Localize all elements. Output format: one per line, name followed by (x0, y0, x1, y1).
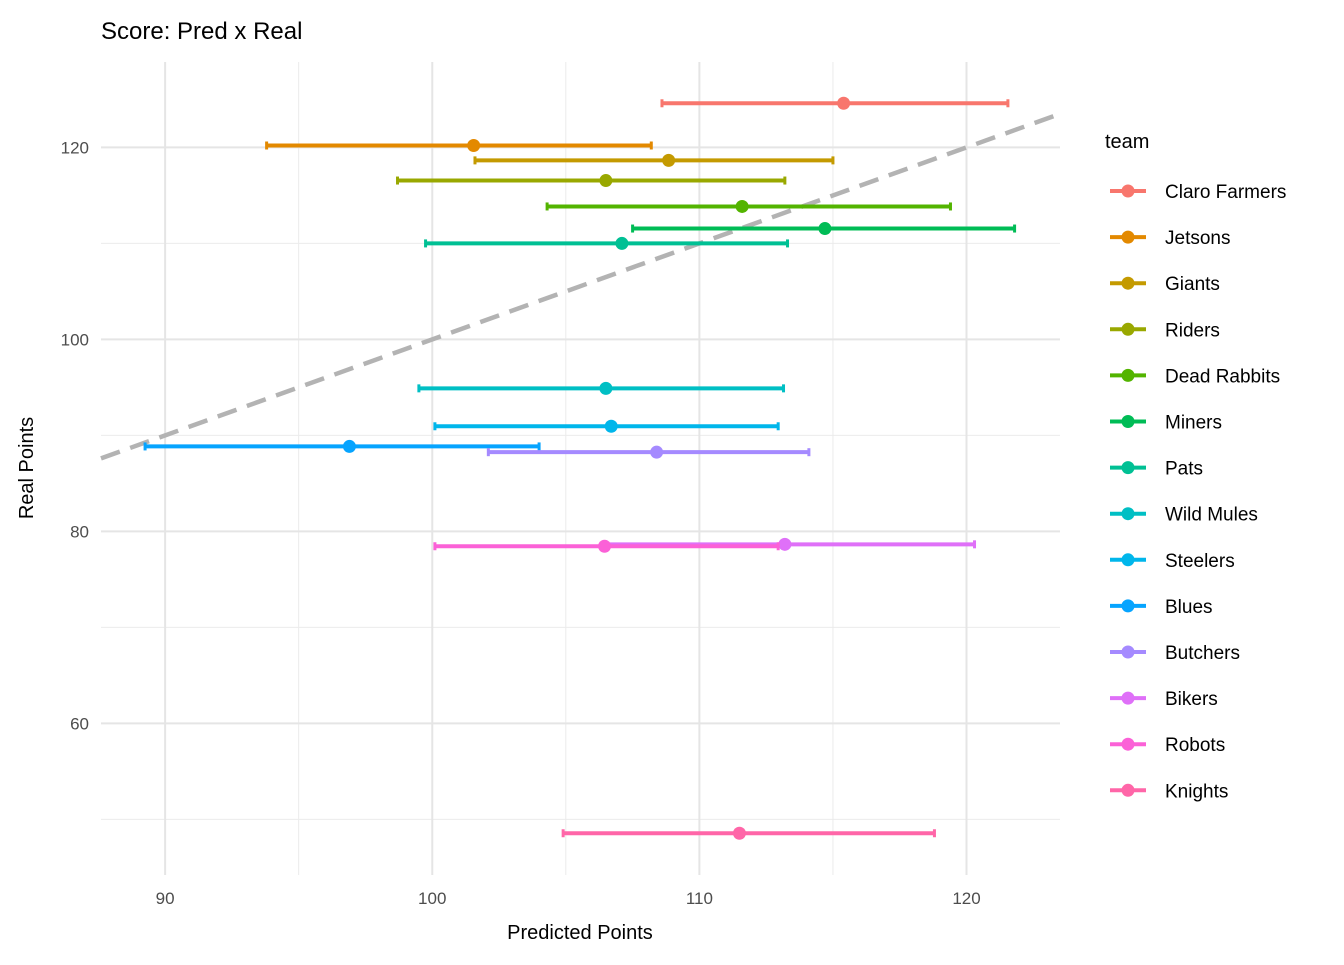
data-point (599, 381, 613, 395)
y-tick-label: 80 (70, 522, 89, 541)
reference-line (100, 111, 1061, 461)
data-point (778, 537, 792, 551)
legend-label: Miners (1165, 413, 1222, 434)
legend-key-point (1121, 415, 1135, 428)
data-point (732, 826, 746, 840)
legend-key-point (1121, 783, 1135, 797)
data-point (599, 174, 613, 188)
legend-key-point (1121, 507, 1135, 521)
data-point (604, 419, 618, 433)
x-tick-label: 110 (686, 889, 713, 908)
legend-key-point (1121, 737, 1135, 751)
axes: 90 100 110 120 60 80 100 120 (61, 138, 981, 908)
data-point (837, 96, 851, 110)
legend-label: Knights (1165, 781, 1228, 802)
x-axis-label: Predicted Points (507, 922, 653, 944)
data-point (735, 199, 749, 213)
y-tick-label: 60 (70, 714, 89, 733)
data-point (818, 222, 832, 236)
legend-key-point (1121, 368, 1135, 382)
x-tick-label: 90 (156, 889, 175, 908)
legend-key-point (1121, 184, 1135, 198)
data-point (342, 439, 356, 453)
legend-label: Dead Rabbits (1165, 366, 1280, 387)
data-point (615, 236, 629, 250)
grid (101, 62, 1060, 875)
legend-label: Robots (1165, 735, 1225, 756)
data-point (598, 539, 612, 553)
legend-label: Riders (1165, 320, 1220, 341)
x-tick-label: 120 (952, 889, 980, 908)
chart-title: Score: Pred x Real (101, 18, 302, 45)
legend-key-point (1121, 276, 1135, 290)
y-axis-label: Real Points (16, 417, 38, 519)
legend-label: Jetsons (1165, 228, 1230, 249)
y-tick-label: 120 (61, 138, 89, 157)
data-point (467, 139, 481, 153)
legend-label: Steelers (1165, 551, 1235, 572)
legend-label: Claro Farmers (1165, 182, 1286, 203)
legend-key-point (1121, 553, 1135, 567)
legend-key-point (1121, 599, 1135, 613)
y-tick-label: 100 (61, 330, 89, 349)
reference-line-group (100, 111, 1061, 461)
legend-label: Butchers (1165, 643, 1240, 664)
data-marks (143, 96, 1017, 840)
legend-label: Blues (1165, 597, 1213, 618)
legend-label: Giants (1165, 274, 1220, 295)
legend-label: Wild Mules (1165, 505, 1258, 526)
legend-label: Pats (1165, 459, 1203, 480)
legend-title: team (1105, 131, 1149, 153)
x-tick-label: 100 (418, 889, 446, 908)
data-point (662, 153, 676, 167)
legend-key-point (1121, 322, 1135, 336)
legend-key-point (1121, 230, 1135, 244)
data-point (650, 445, 664, 459)
legend: team Claro Farmers Jetsons Giants Riders Dea… (1105, 131, 1286, 802)
legend-key-point (1121, 691, 1135, 705)
legend-key-point (1121, 645, 1135, 659)
legend-label: Bikers (1165, 689, 1218, 710)
legend-key-point (1121, 461, 1135, 475)
